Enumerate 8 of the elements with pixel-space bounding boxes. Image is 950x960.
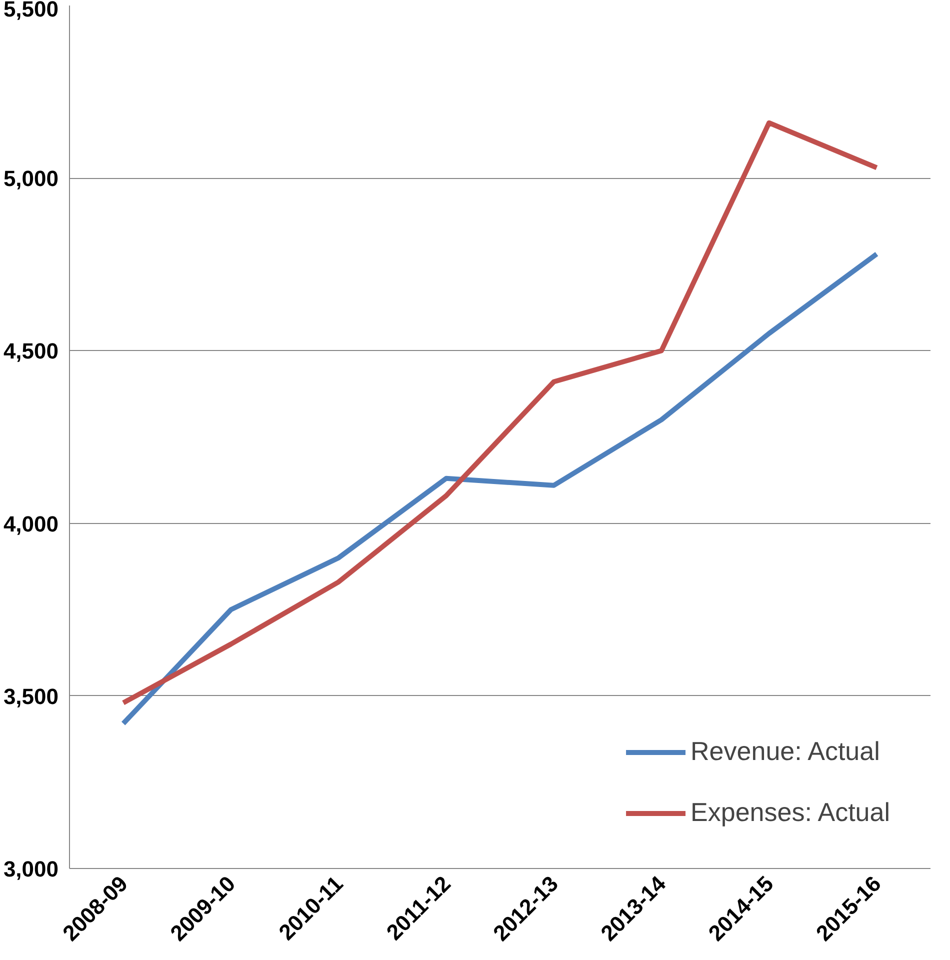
y-tick-label: 5,500: [3, 0, 59, 22]
y-tick-label: 4,500: [3, 338, 59, 364]
y-tick-label: 5,000: [3, 166, 59, 192]
legend-label: Revenue: Actual: [690, 736, 880, 767]
y-tick-label: 4,000: [3, 511, 59, 536]
y-tick-label: 3,500: [3, 684, 59, 709]
legend-label: Expenses: Actual: [690, 797, 890, 828]
y-tick-label: 3,000: [3, 856, 59, 882]
